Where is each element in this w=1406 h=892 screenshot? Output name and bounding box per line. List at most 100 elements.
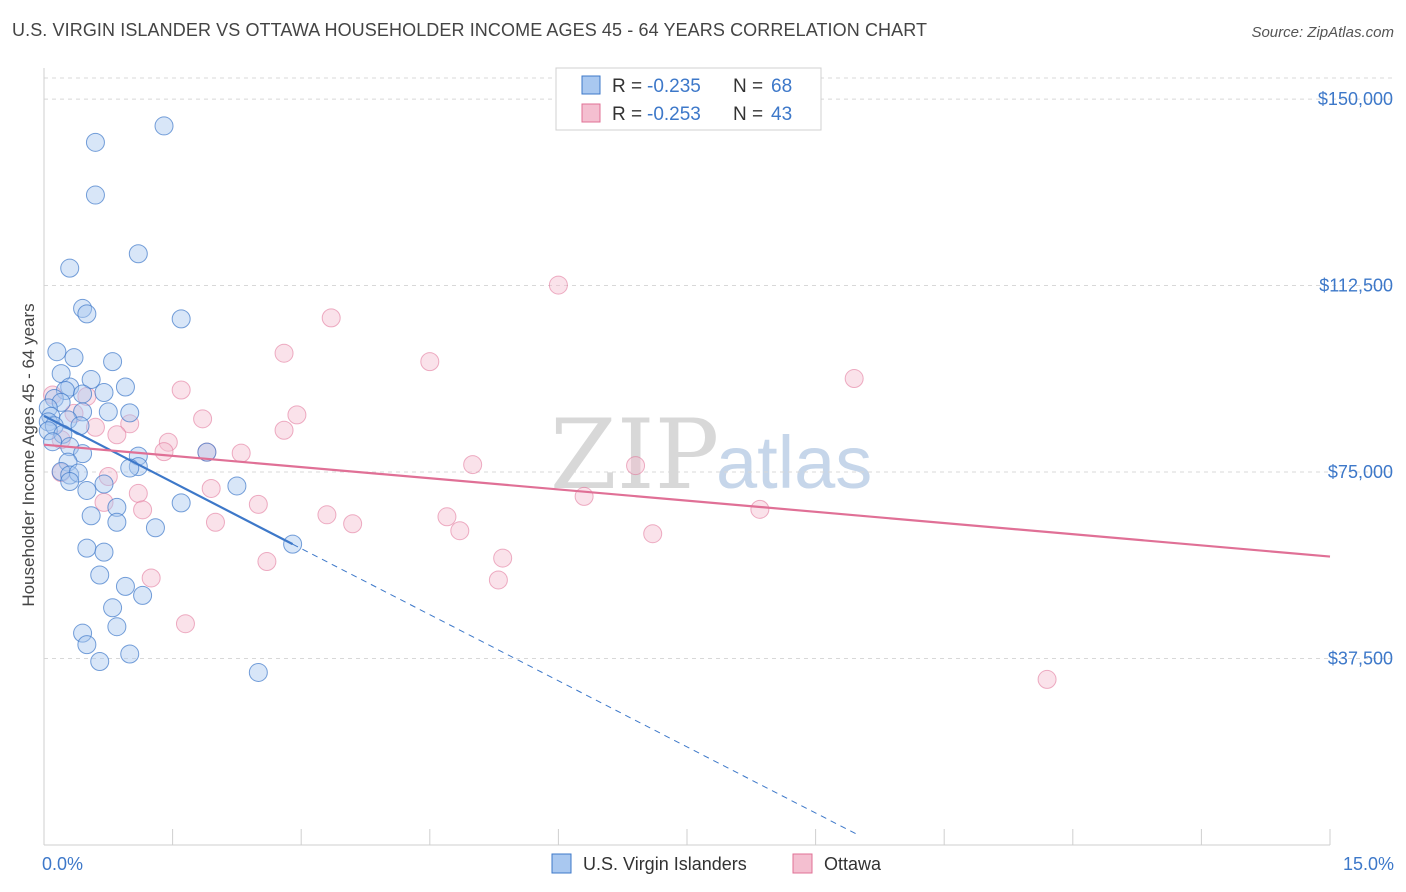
source-label: Source: ZipAtlas.com — [1251, 24, 1394, 41]
ottawa-point-24 — [201, 478, 221, 498]
virgin-islander-point-55 — [115, 576, 135, 596]
virgin-islander-point-42 — [60, 471, 80, 491]
ottawa-point-0 — [548, 275, 568, 295]
virgin-islander-point-50 — [145, 518, 165, 538]
ottawa-point-32 — [437, 507, 457, 527]
legend-n-label-2: N = — [733, 104, 763, 125]
virgin-islander-point-47 — [107, 497, 127, 517]
ottawa-point-11 — [120, 414, 140, 434]
virgin-islander-point-61 — [120, 644, 140, 664]
bottom-legend-label-pink: Ottawa — [824, 854, 882, 874]
trend-lines — [43, 414, 1331, 836]
ottawa-point-30 — [750, 499, 770, 519]
ottawa-point-10 — [193, 409, 213, 429]
legend-n-label-1: N = — [733, 76, 763, 97]
ottawa-point-3 — [420, 352, 440, 372]
virgin-islander-point-46 — [171, 493, 191, 513]
virgin-islander-point-12 — [81, 370, 101, 390]
bottom-legend-swatch-blue — [551, 853, 572, 874]
virgin-islander-point-49 — [107, 512, 127, 532]
y-tick-label-0: $37,500 — [1328, 649, 1393, 669]
virgin-islander-point-48 — [81, 506, 101, 526]
virgin-islander-point-33 — [197, 442, 217, 462]
ottawa-point-9 — [287, 405, 307, 425]
watermark-zip: ZIP — [550, 399, 719, 511]
ottawa-point-39 — [488, 570, 508, 590]
ottawa-point-17 — [154, 442, 174, 462]
virgin-islander-point-31 — [43, 432, 63, 452]
legend-swatch-blue — [581, 75, 601, 95]
virgin-islander-point-38 — [120, 458, 140, 478]
ottawa-point-16 — [158, 432, 178, 452]
virgin-islander-point-21 — [73, 402, 93, 422]
ottawa-point-41 — [175, 614, 195, 634]
virgin-islander-point-7 — [171, 309, 191, 329]
ottawa-point-20 — [463, 455, 483, 475]
ottawa-point-21 — [626, 456, 646, 476]
bottom-legend-swatch-pink — [792, 853, 813, 874]
virgin-islanders-trend-line — [43, 414, 294, 546]
ottawa-point-12 — [85, 417, 105, 437]
legend-r-label-2: R = — [612, 104, 642, 125]
grid-lines — [44, 77, 1395, 660]
virgin-islander-point-6 — [77, 304, 97, 324]
ottawa-point-40 — [141, 568, 161, 588]
virgin-islander-point-19 — [51, 392, 71, 412]
bottom-legend-label-blue: U.S. Virgin Islanders — [583, 854, 747, 874]
virgin-islander-point-45 — [77, 480, 97, 500]
legend-n-value-2: 43 — [771, 104, 792, 125]
ottawa-point-42 — [1037, 669, 1057, 689]
virgin-islander-point-54 — [90, 565, 110, 585]
x-tick-label-0: 0.0% — [42, 854, 83, 874]
legend-box: R = -0.235 N = 68 R = -0.253 N = 43 — [555, 67, 822, 131]
ottawa-point-25 — [128, 483, 148, 503]
ottawa-point-4 — [844, 369, 864, 389]
watermark-atlas: atlas — [716, 421, 872, 504]
ottawa-point-35 — [450, 521, 470, 541]
virgin-islander-point-4 — [60, 258, 80, 278]
bottom-legend: U.S. Virgin Islanders Ottawa — [551, 853, 882, 874]
virgin-islander-point-17 — [73, 384, 93, 404]
virgin-islander-point-3 — [128, 244, 148, 264]
ottawa-point-13 — [274, 420, 294, 440]
ottawa-point-33 — [205, 512, 225, 532]
ottawa-point-14 — [107, 425, 127, 445]
ottawa-point-34 — [343, 514, 363, 534]
virgin-islander-point-2 — [85, 185, 105, 205]
x-tick-label-1: 15.0% — [1343, 854, 1394, 874]
axes — [43, 68, 1331, 846]
virgin-islander-point-22 — [98, 402, 118, 422]
ottawa-point-38 — [493, 548, 513, 568]
virgin-islander-point-44 — [227, 476, 247, 496]
ottawa-point-5 — [171, 380, 191, 400]
virgin-islander-point-29 — [38, 421, 58, 441]
ottawa-point-2 — [274, 343, 294, 363]
virgin-islander-point-43 — [94, 474, 114, 494]
virgin-islander-point-58 — [107, 617, 127, 637]
ottawa-point-36 — [643, 524, 663, 544]
chart-title: U.S. VIRGIN ISLANDER VS OTTAWA HOUSEHOLD… — [12, 20, 928, 40]
series-virgin-islanders-points — [38, 116, 303, 682]
virgin-islander-point-53 — [94, 542, 114, 562]
ottawa-point-1 — [321, 308, 341, 328]
x-tick-labels: 0.0% 15.0% — [42, 854, 1394, 874]
virgin-islander-point-23 — [120, 403, 140, 423]
series-ottawa-points — [43, 275, 1057, 689]
virgin-islander-point-9 — [64, 348, 84, 368]
ottawa-trend-line — [43, 443, 1331, 558]
virgin-islander-point-14 — [115, 377, 135, 397]
virgin-islanders-trend-extension — [292, 543, 859, 836]
virgin-islander-point-0 — [154, 116, 174, 136]
virgin-islander-point-16 — [94, 382, 114, 402]
y-tick-labels: $37,500 $75,000 $112,500 $150,000 — [1318, 89, 1393, 668]
virgin-islander-point-57 — [103, 598, 123, 618]
ottawa-point-29 — [133, 500, 153, 520]
legend-n-value-1: 68 — [771, 76, 792, 97]
ottawa-point-31 — [317, 505, 337, 525]
legend-r-value-1: -0.235 — [647, 76, 701, 97]
legend-r-value-2: -0.253 — [647, 104, 701, 125]
ottawa-point-37 — [257, 552, 277, 572]
virgin-islander-point-62 — [90, 652, 110, 672]
y-tick-label-3: $150,000 — [1318, 89, 1393, 109]
